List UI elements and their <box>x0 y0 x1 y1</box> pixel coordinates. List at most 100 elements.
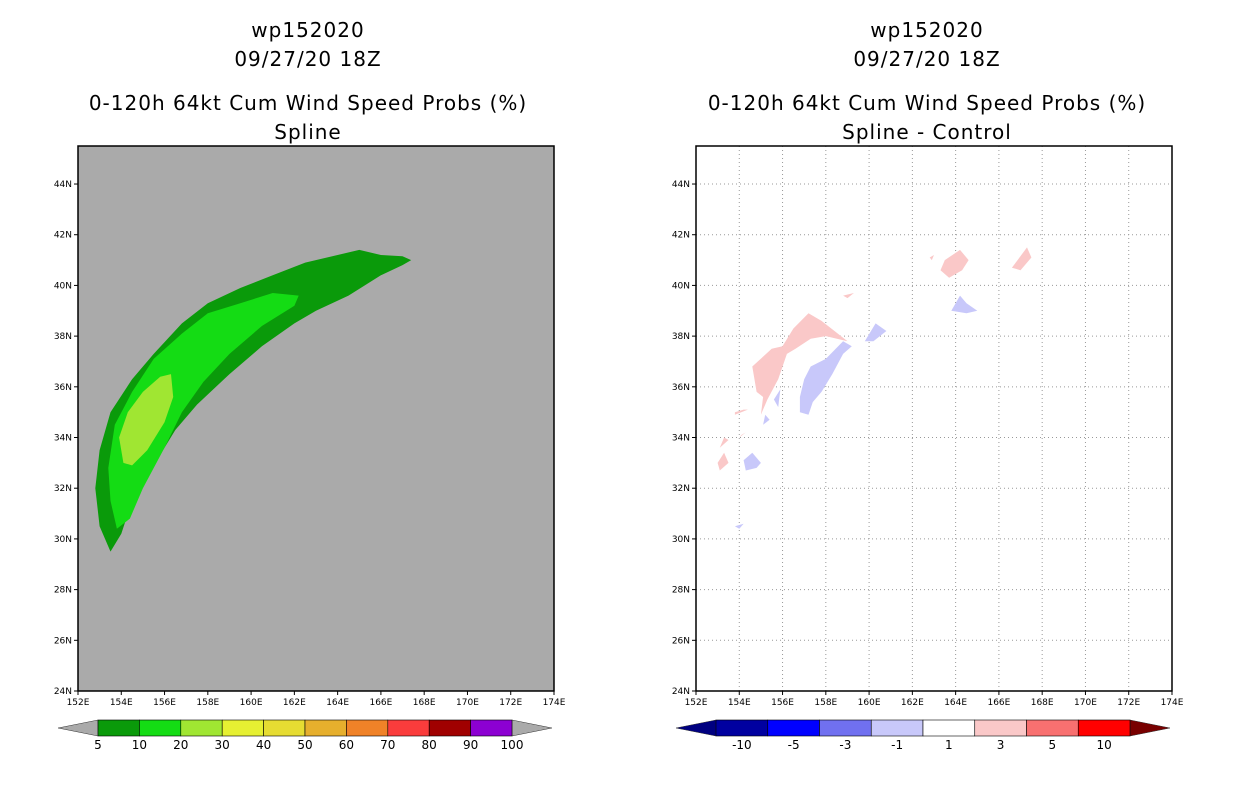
right-plot-frame <box>695 145 1173 692</box>
right-colorbar-label: 10 <box>1096 738 1111 752</box>
right-contour-region--1 <box>864 323 887 342</box>
right-lat-label: 42N <box>672 231 690 241</box>
right-colorbar: -10 -5 -3 -1 1 3 5 10 <box>675 719 1171 752</box>
left-storm-id: wp152020 <box>251 18 365 42</box>
left-colorbar-label: 50 <box>297 738 312 752</box>
left-colorbar-label: 90 <box>463 738 478 752</box>
left-colorbar-swatch <box>346 719 389 737</box>
left-lon-label: 170E <box>456 698 479 708</box>
right-lon-label: 152E <box>685 698 708 708</box>
left-colorbar-arrow-high <box>511 719 553 737</box>
left-colorbar-label: 5 <box>94 738 102 752</box>
right-colorbar-label: 1 <box>945 738 953 752</box>
left-colorbar-swatch <box>97 719 140 737</box>
left-colorbar-arrow-low <box>57 719 99 737</box>
left-colorbar-swatch <box>387 719 430 737</box>
right-colorbar-swatch <box>922 719 976 737</box>
left-colorbar-swatch <box>428 719 471 737</box>
right-contour-region-1 <box>717 452 729 471</box>
right-colorbar-swatch <box>1077 719 1131 737</box>
left-colorbar-label: 20 <box>173 738 188 752</box>
right-lon-label: 158E <box>814 698 837 708</box>
left-colorbar-label: 10 <box>132 738 147 752</box>
left-colorbar-label: 40 <box>256 738 271 752</box>
left-lat-label: 34N <box>54 434 72 444</box>
left-probability-map: 152E 154E 156E 158E 160E 162E 164E 166E 168E 170E… <box>54 145 566 708</box>
right-lon-label: 162E <box>901 698 924 708</box>
right-lon-label: 166E <box>987 698 1010 708</box>
left-lon-label: 156E <box>153 698 176 708</box>
right-lon-label: 164E <box>944 698 967 708</box>
left-contour-region-20 <box>119 374 174 466</box>
right-contour-region-1 <box>1011 247 1032 271</box>
right-colorbar-label: -10 <box>732 738 752 752</box>
left-lon-label: 160E <box>240 698 263 708</box>
right-colorbar-arrow-high <box>1129 719 1171 737</box>
left-lon-label: 164E <box>326 698 349 708</box>
right-contour-region--1 <box>951 295 978 314</box>
left-colorbar-swatch <box>470 719 513 737</box>
left-lon-label: 152E <box>67 698 90 708</box>
left-colorbar-swatch <box>180 719 223 737</box>
left-lon-label: 154E <box>110 698 133 708</box>
left-colorbar-swatch <box>139 719 182 737</box>
right-contour-region-1 <box>739 432 746 438</box>
right-colorbar-label: 3 <box>997 738 1005 752</box>
left-colorbar-swatch <box>263 719 306 737</box>
left-colorbar-label: 80 <box>422 738 437 752</box>
left-colorbar-label: 100 <box>501 738 524 752</box>
right-lon-label: 160E <box>858 698 881 708</box>
right-lat-label: 34N <box>672 434 690 444</box>
right-lat-label: 32N <box>672 484 690 494</box>
right-colorbar-label: 5 <box>1049 738 1057 752</box>
right-lat-label: 28N <box>672 586 690 596</box>
right-colorbar-swatch <box>715 719 769 737</box>
right-contour-region--1 <box>734 523 744 529</box>
right-colorbar-swatch <box>1026 719 1079 737</box>
right-colorbar-swatch <box>819 719 872 737</box>
left-lat-label: 40N <box>54 281 72 291</box>
right-lat-label: 26N <box>672 636 690 646</box>
left-subtitle: Spline <box>274 120 342 144</box>
right-lat-label: 40N <box>672 281 690 291</box>
right-plot-background <box>696 146 1172 691</box>
right-subtitle: Spline - Control <box>842 120 1012 144</box>
left-lat-label: 30N <box>54 535 72 545</box>
right-lat-label: 30N <box>672 535 690 545</box>
left-lat-label: 38N <box>54 332 72 342</box>
left-colorbar-label: 70 <box>380 738 395 752</box>
right-lon-label: 154E <box>728 698 751 708</box>
right-lat-label: 24N <box>672 687 690 697</box>
left-lon-label: 172E <box>499 698 522 708</box>
right-contour-region-1 <box>940 249 969 278</box>
left-plot-frame <box>77 145 555 692</box>
right-contour-region-1 <box>734 409 748 415</box>
left-lat-label: 42N <box>54 231 72 241</box>
right-contour-region-1 <box>843 293 854 299</box>
right-difference-map: 152E 154E 156E 158E 160E 162E 164E 166E 168E 170E… <box>672 145 1184 708</box>
right-lon-label: 170E <box>1074 698 1097 708</box>
right-colorbar-swatch <box>974 719 1027 737</box>
left-colorbar-swatch <box>304 719 347 737</box>
left-lat-label: 26N <box>54 636 72 646</box>
right-colorbar-label: -3 <box>839 738 851 752</box>
left-lat-label: 28N <box>54 586 72 596</box>
left-lon-label: 174E <box>543 698 566 708</box>
left-lon-label: 162E <box>283 698 306 708</box>
right-colorbar-arrow-low <box>675 719 717 737</box>
left-product-title: 0-120h 64kt Cum Wind Speed Probs (%) <box>88 91 528 115</box>
right-contour-region-1 <box>719 437 729 448</box>
right-lat-label: 44N <box>672 180 690 190</box>
left-lat-label: 36N <box>54 383 72 393</box>
right-contour-region--1 <box>743 452 761 471</box>
left-datetime: 09/27/20 18Z <box>234 47 382 71</box>
left-lon-label: 158E <box>196 698 219 708</box>
right-lat-label: 36N <box>672 383 690 393</box>
right-contour-region--1 <box>773 389 781 408</box>
left-colorbar-label: 30 <box>215 738 230 752</box>
right-product-title: 0-120h 64kt Cum Wind Speed Probs (%) <box>707 91 1147 115</box>
right-contour-region-1 <box>929 255 934 261</box>
left-lat-label: 44N <box>54 180 72 190</box>
right-contour-region--1 <box>799 341 852 415</box>
right-contour-region--1 <box>763 414 770 425</box>
